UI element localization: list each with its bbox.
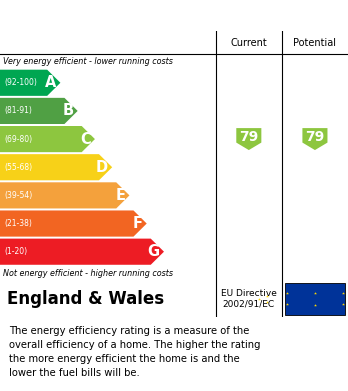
- Text: 79: 79: [305, 130, 325, 144]
- Text: Potential: Potential: [293, 38, 337, 47]
- Text: (69-80): (69-80): [4, 135, 32, 143]
- Polygon shape: [0, 182, 129, 208]
- Text: Energy Efficiency Rating: Energy Efficiency Rating: [63, 8, 285, 23]
- Polygon shape: [302, 128, 327, 150]
- Text: Not energy efficient - higher running costs: Not energy efficient - higher running co…: [3, 269, 174, 278]
- Polygon shape: [0, 154, 112, 180]
- Text: D: D: [96, 160, 108, 175]
- Text: (92-100): (92-100): [4, 78, 37, 87]
- Text: 79: 79: [239, 130, 259, 144]
- Polygon shape: [0, 210, 147, 237]
- Text: (55-68): (55-68): [4, 163, 32, 172]
- Polygon shape: [0, 70, 61, 96]
- Polygon shape: [0, 126, 95, 152]
- Polygon shape: [0, 239, 164, 265]
- Text: The energy efficiency rating is a measure of the
overall efficiency of a home. T: The energy efficiency rating is a measur…: [9, 326, 260, 378]
- FancyBboxPatch shape: [285, 283, 345, 314]
- Text: G: G: [148, 244, 160, 259]
- Text: A: A: [45, 75, 56, 90]
- Text: (1-20): (1-20): [4, 247, 27, 256]
- Polygon shape: [0, 98, 78, 124]
- Text: Very energy efficient - lower running costs: Very energy efficient - lower running co…: [3, 57, 173, 66]
- Text: EU Directive
2002/91/EC: EU Directive 2002/91/EC: [221, 289, 277, 308]
- Text: England & Wales: England & Wales: [7, 290, 164, 308]
- Text: E: E: [115, 188, 125, 203]
- Text: (21-38): (21-38): [4, 219, 32, 228]
- Polygon shape: [236, 128, 261, 150]
- Text: C: C: [80, 132, 91, 147]
- Text: F: F: [133, 216, 143, 231]
- Text: Current: Current: [230, 38, 267, 47]
- Text: (39-54): (39-54): [4, 191, 32, 200]
- Text: (81-91): (81-91): [4, 106, 32, 115]
- Text: B: B: [62, 104, 73, 118]
